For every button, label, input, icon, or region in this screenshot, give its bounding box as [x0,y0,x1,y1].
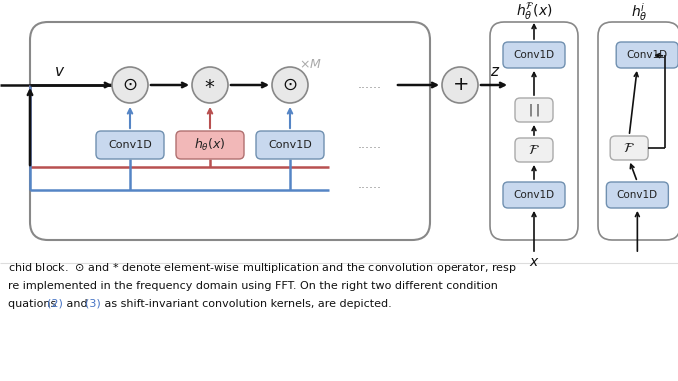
Text: Conv1D: Conv1D [626,50,668,60]
Text: and: and [63,299,92,309]
Text: chid block.  $\odot$ and $*$ denote element-wise multiplication and the convolut: chid block. $\odot$ and $*$ denote eleme… [8,261,517,275]
FancyBboxPatch shape [598,22,678,240]
Text: Conv1D: Conv1D [513,50,555,60]
Text: as shift-invariant convolution kernels, are depicted.: as shift-invariant convolution kernels, … [101,299,392,309]
Text: ......: ...... [358,78,382,91]
Text: Conv1D: Conv1D [513,190,555,200]
Text: $+$: $+$ [452,75,468,94]
Circle shape [112,67,148,103]
Text: $\odot$: $\odot$ [122,76,138,94]
Text: $h_\theta^\mathcal{F}(x)$: $h_\theta^\mathcal{F}(x)$ [516,2,552,22]
FancyBboxPatch shape [176,131,244,159]
Text: quations: quations [8,299,60,309]
FancyBboxPatch shape [616,42,678,68]
FancyBboxPatch shape [606,182,669,208]
Text: $\odot$: $\odot$ [282,76,298,94]
Text: $*$: $*$ [204,75,216,94]
FancyBboxPatch shape [256,131,324,159]
FancyBboxPatch shape [490,22,578,240]
Text: $\mathcal{F}$: $\mathcal{F}$ [528,143,540,157]
Circle shape [272,67,308,103]
Text: (2): (2) [47,299,63,309]
FancyBboxPatch shape [610,136,648,160]
Text: ......: ...... [358,179,382,192]
Text: $h_\theta(x)$: $h_\theta(x)$ [194,137,226,153]
FancyBboxPatch shape [515,138,553,162]
Text: $v$: $v$ [54,64,66,78]
Text: $h_\theta^i$: $h_\theta^i$ [631,1,647,23]
FancyBboxPatch shape [30,22,430,240]
Text: $\mathcal{F}$: $\mathcal{F}$ [623,141,635,155]
FancyBboxPatch shape [96,131,164,159]
FancyBboxPatch shape [515,98,553,122]
Text: Conv1D: Conv1D [108,140,152,150]
FancyBboxPatch shape [503,182,565,208]
Text: $\times M$: $\times M$ [298,59,321,72]
Text: $x$: $x$ [529,255,539,269]
Text: $|\ |$: $|\ |$ [528,102,540,118]
Text: $z$: $z$ [490,64,500,78]
Text: Conv1D: Conv1D [268,140,312,150]
FancyBboxPatch shape [503,42,565,68]
Text: (3): (3) [85,299,100,309]
Text: re implemented in the frequency domain using FFT. On the right two different con: re implemented in the frequency domain u… [8,281,498,291]
Text: Conv1D: Conv1D [617,190,658,200]
Circle shape [192,67,228,103]
Circle shape [442,67,478,103]
Text: ......: ...... [358,139,382,152]
